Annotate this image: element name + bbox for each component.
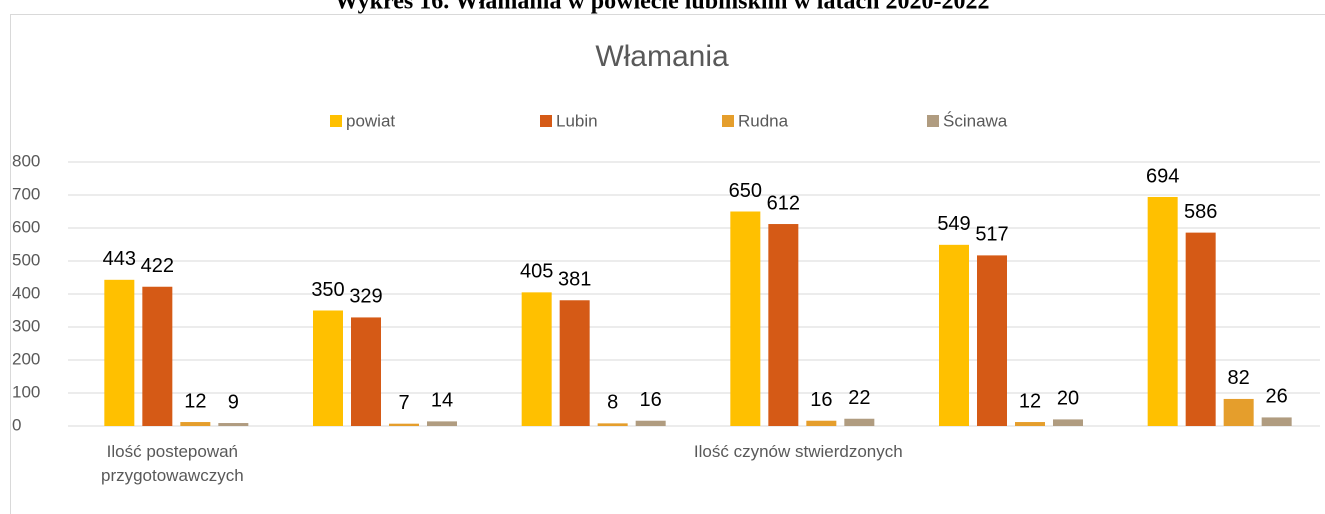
bar <box>1223 398 1254 426</box>
bar <box>1261 417 1292 426</box>
bar <box>1185 232 1216 426</box>
bar <box>427 421 457 426</box>
legend-label: Ścinawa <box>943 111 1008 130</box>
data-label: 12 <box>1019 390 1041 412</box>
legend-swatch <box>722 115 734 127</box>
data-label: 20 <box>1057 388 1079 410</box>
data-label: 26 <box>1266 386 1288 408</box>
data-label: 549 <box>937 213 970 235</box>
bar <box>730 211 761 426</box>
y-tick-label: 300 <box>12 316 40 335</box>
chart-frame <box>10 14 1325 514</box>
bar <box>1147 196 1178 426</box>
data-label: 22 <box>848 387 870 409</box>
data-label: 82 <box>1228 367 1250 389</box>
x-tick-label: Ilość czynów stwierdzonych <box>693 442 903 461</box>
y-tick-label: 100 <box>12 382 40 401</box>
bar <box>844 418 875 426</box>
y-tick-label: 600 <box>12 217 40 236</box>
data-label: 650 <box>729 180 762 202</box>
data-label: 8 <box>607 392 618 414</box>
data-label: 381 <box>558 269 591 291</box>
bar <box>389 423 419 426</box>
legend-swatch <box>330 115 342 127</box>
bar <box>142 286 173 426</box>
y-tick-label: 500 <box>12 250 40 269</box>
bar <box>104 279 135 426</box>
bar <box>806 420 837 426</box>
data-label: 7 <box>398 392 409 414</box>
bar <box>597 423 628 426</box>
bar <box>218 423 249 426</box>
legend-swatch <box>927 115 939 127</box>
legend-label: Rudna <box>738 111 789 130</box>
data-label: 9 <box>228 391 239 413</box>
data-label: 16 <box>810 389 832 411</box>
data-label: 612 <box>767 192 800 214</box>
data-label: 443 <box>103 248 136 270</box>
data-label: 405 <box>520 261 553 283</box>
y-tick-label: 400 <box>12 283 40 302</box>
bar <box>1015 422 1045 426</box>
y-tick-label: 800 <box>12 151 40 170</box>
data-label: 14 <box>431 390 453 412</box>
bar <box>180 422 211 426</box>
page-title: Wykres 16. Włamania w powiecie lubińskim… <box>335 0 990 15</box>
y-tick-label: 700 <box>12 184 40 203</box>
bar <box>1053 419 1083 426</box>
bar <box>313 310 343 426</box>
chart-title: Włamania <box>595 40 729 73</box>
data-label: 16 <box>640 389 662 411</box>
x-tick-label: Ilość postepowań przygotowawczych <box>100 442 244 485</box>
bar <box>351 317 381 426</box>
legend-label: Lubin <box>556 111 598 130</box>
data-label: 586 <box>1184 201 1217 223</box>
legend-swatch <box>540 115 552 127</box>
data-label: 12 <box>184 390 206 412</box>
bar <box>635 420 666 426</box>
bar <box>977 255 1007 426</box>
y-tick-label: 0 <box>12 415 21 434</box>
bar <box>939 244 969 426</box>
data-label: 422 <box>141 255 174 277</box>
y-tick-label: 200 <box>12 349 40 368</box>
data-label: 350 <box>311 279 344 301</box>
data-label: 329 <box>349 286 382 308</box>
legend-label: powiat <box>346 111 395 130</box>
bar <box>559 300 590 426</box>
data-label: 694 <box>1146 165 1179 187</box>
bar <box>768 224 799 426</box>
bar <box>521 292 552 426</box>
data-label: 517 <box>975 224 1008 246</box>
